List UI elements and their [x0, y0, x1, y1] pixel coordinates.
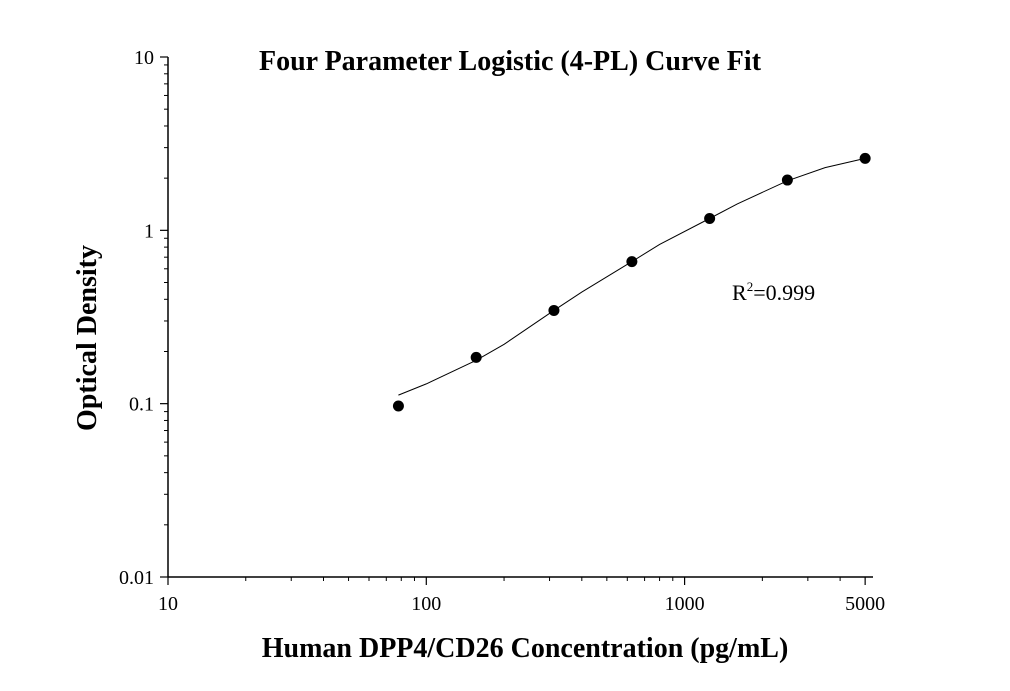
chart-title: Four Parameter Logistic (4-PL) Curve Fit [259, 46, 762, 77]
data-point [548, 304, 560, 316]
y-tick-label: 10 [134, 47, 154, 69]
y-tick-label: 1 [144, 220, 154, 242]
y-tick-label: 0.1 [129, 394, 154, 416]
y-tick-label: 0.01 [119, 567, 154, 589]
x-minor-ticks [245, 577, 841, 581]
r-superscript: 2 [747, 279, 754, 294]
r-value: =0.999 [753, 280, 815, 305]
data-point [470, 351, 482, 363]
data-point [781, 174, 793, 186]
y-axis-title: Optical Density [72, 245, 103, 431]
x-tick-label: 100 [411, 593, 441, 615]
data-point [704, 213, 716, 225]
axes [167, 57, 873, 578]
data-points [392, 152, 871, 412]
x-tick-labels: 10 100 1000 5000 [158, 577, 885, 615]
y-tick-labels: 0.01 0.1 1 10 [119, 47, 168, 589]
y-minor-ticks [164, 64, 168, 526]
data-point [859, 152, 871, 164]
r-label: R [732, 280, 747, 305]
data-point [626, 256, 638, 268]
x-tick-label: 5000 [845, 593, 885, 615]
x-tick-label: 1000 [665, 593, 705, 615]
data-point [392, 400, 404, 412]
r-squared-annotation: R2=0.999 [732, 279, 815, 305]
x-tick-label: 10 [158, 593, 178, 615]
x-axis-title: Human DPP4/CD26 Concentration (pg/mL) [262, 633, 789, 664]
fit-curve-line [398, 157, 866, 396]
